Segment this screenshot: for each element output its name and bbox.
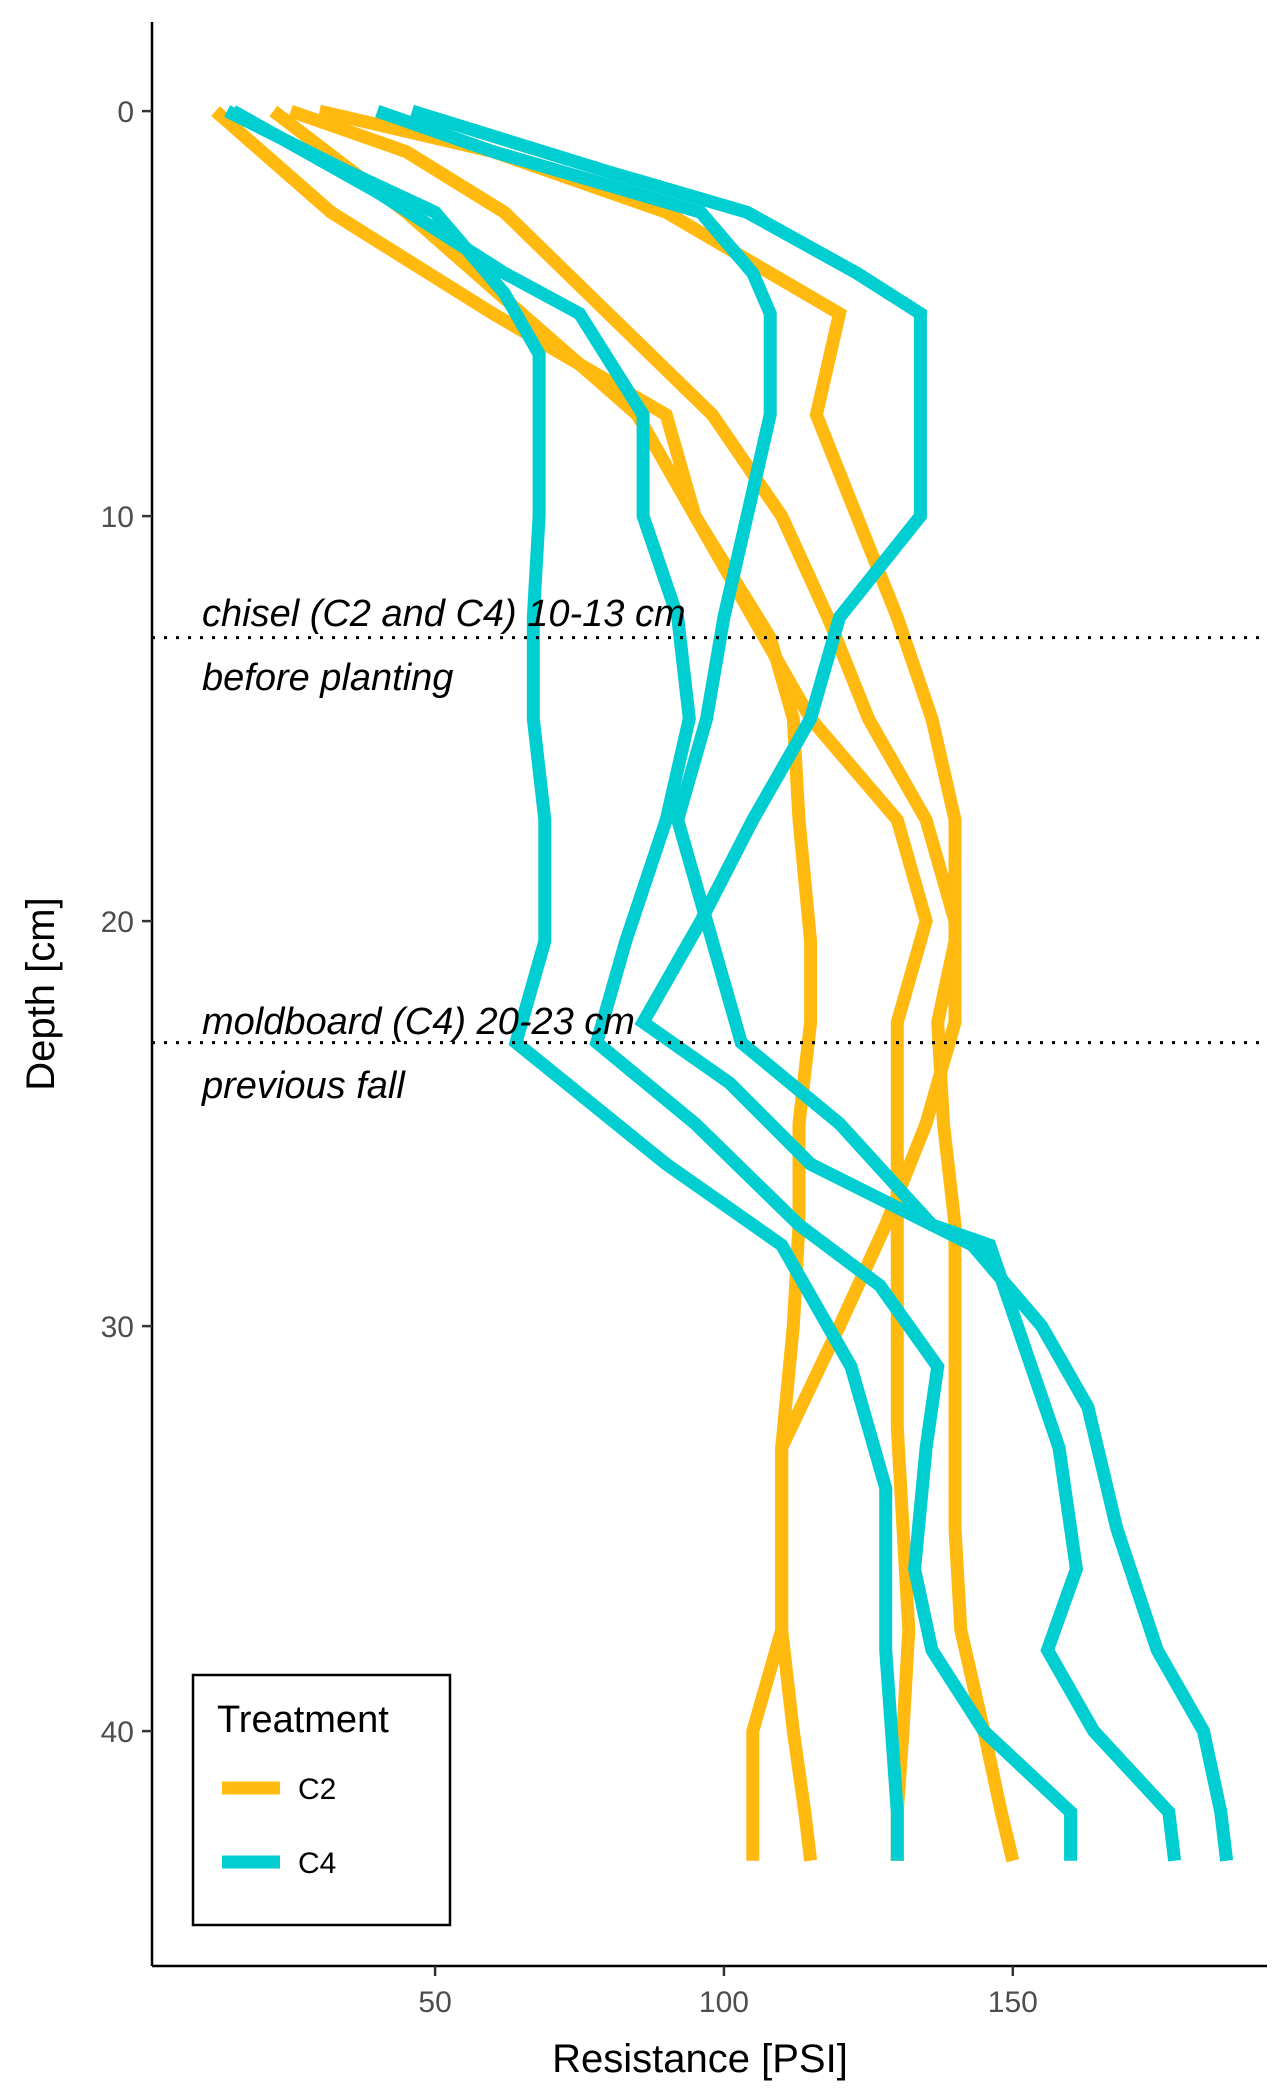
legend-box bbox=[191, 1673, 452, 1927]
legend: Treatment C2 C4 bbox=[191, 1673, 452, 1927]
series-line-c4-8 bbox=[410, 104, 1234, 1862]
series-line-c4-7 bbox=[375, 104, 1182, 1862]
y-tick-label-30: 30 bbox=[101, 1311, 134, 1344]
annotation-chisel-line2: before planting bbox=[202, 657, 453, 699]
legend-title: Treatment bbox=[217, 1699, 389, 1741]
series-line-c2-4 bbox=[318, 104, 1020, 1863]
series-lines bbox=[211, 104, 1234, 1863]
x-tick-label-100: 100 bbox=[699, 1986, 749, 2019]
legend-label-c4: C4 bbox=[298, 1847, 336, 1880]
x-tick-label-150: 150 bbox=[988, 1986, 1038, 2019]
annotation-moldboard-line1: moldboard (C4) 20-23 cm bbox=[202, 1001, 635, 1043]
y-tick-label-40: 40 bbox=[101, 1716, 134, 1749]
x-tick-label-50: 50 bbox=[418, 1986, 451, 2019]
series-line-c4-5 bbox=[224, 105, 904, 1861]
y-tick-label-20: 20 bbox=[101, 906, 134, 939]
y-axis-title: Depth [cm] bbox=[19, 897, 63, 1090]
y-tick-label-10: 10 bbox=[101, 501, 134, 534]
legend-label-c2: C2 bbox=[298, 1773, 336, 1806]
y-tick-label-0: 0 bbox=[117, 96, 134, 129]
axis-ticks: 50 100 150 0 10 20 30 40 bbox=[101, 96, 1038, 2019]
x-axis-title: Resistance [PSI] bbox=[552, 2037, 848, 2081]
annotation-moldboard-line2: previous fall bbox=[201, 1065, 406, 1107]
annotation-chisel-line1: chisel (C2 and C4) 10-13 cm bbox=[202, 593, 686, 635]
